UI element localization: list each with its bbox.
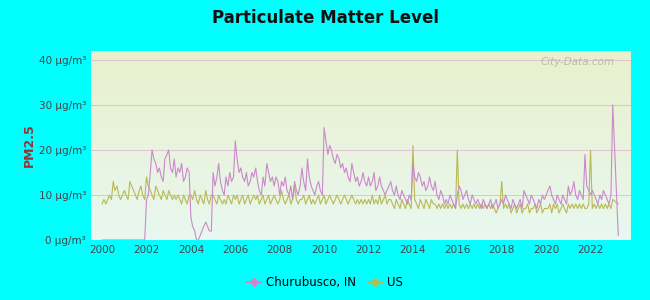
Y-axis label: PM2.5: PM2.5 (23, 124, 36, 167)
Text: City-Data.com: City-Data.com (540, 57, 614, 67)
Text: Particulate Matter Level: Particulate Matter Level (211, 9, 439, 27)
Legend: Churubusco, IN, US: Churubusco, IN, US (242, 272, 408, 294)
